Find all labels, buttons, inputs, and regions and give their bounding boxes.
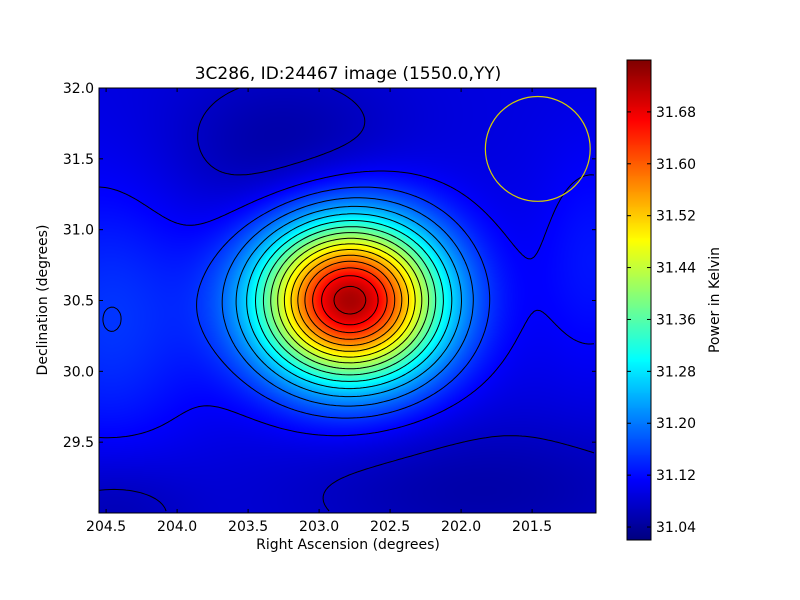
y-tick-label: 29.5 <box>63 435 94 451</box>
contour-line <box>283 243 416 358</box>
colorbar-tick-label: 31.68 <box>656 105 696 121</box>
y-axis-label: Declination (degrees) <box>35 225 51 376</box>
colorbar: 31.04 31.12 31.20 31.28 31.36 31.44 31.52 31.60… <box>626 59 723 541</box>
colorbar-tick-label: 31.44 <box>656 261 696 277</box>
y-tick-label: 31.0 <box>63 223 94 239</box>
x-tick-label: 203.5 <box>228 519 268 535</box>
plot-area <box>99 88 596 513</box>
x-tick-label: 202.5 <box>370 519 410 535</box>
colorbar-frame <box>626 59 652 541</box>
colorbar-label: Power in Kelvin <box>707 247 723 353</box>
contour-line <box>255 220 444 382</box>
contour-line <box>102 186 491 419</box>
contour-line <box>270 232 430 370</box>
y-tick-label: 30.5 <box>63 294 94 310</box>
y-axis-ticks: 29.5 30.0 30.5 31.0 31.5 32.0 <box>63 81 596 451</box>
contour-line <box>321 275 379 326</box>
colorbar-tick-label: 31.04 <box>656 520 696 536</box>
x-tick-label: 204.0 <box>157 519 197 535</box>
contour-line <box>262 226 437 376</box>
contour-line <box>99 170 595 439</box>
contour-line <box>304 260 396 340</box>
contour-line <box>99 88 595 512</box>
y-tick-label: 32.0 <box>63 81 94 97</box>
colorbar-tick-label: 31.28 <box>656 364 696 380</box>
colorbar-ticks: 31.04 31.12 31.20 31.28 31.36 31.44 31.52 31.60… <box>627 105 696 536</box>
contour-lines <box>99 88 595 512</box>
beam-circle <box>484 95 591 202</box>
x-tick-label: 202.0 <box>441 519 481 535</box>
chart-title: 3C286, ID:24467 image (1550.0,YY) <box>195 64 502 84</box>
colorbar-tick-label: 31.12 <box>656 468 696 484</box>
contour-line <box>221 197 474 407</box>
y-tick-label: 31.5 <box>63 152 94 168</box>
contour-line <box>333 285 367 315</box>
x-tick-label: 203.0 <box>299 519 339 535</box>
contour-line <box>246 213 453 390</box>
contour-line <box>312 267 388 334</box>
contour-line <box>277 237 423 364</box>
heatmap-image <box>99 88 596 513</box>
colorbar-tick-label: 31.36 <box>656 312 696 328</box>
x-tick-label: 201.5 <box>512 519 552 535</box>
colorbar-gradient <box>627 60 651 540</box>
colorbar-tick-label: 31.60 <box>656 157 696 173</box>
contour-line <box>235 205 462 398</box>
contour-line <box>297 254 403 346</box>
contour-line <box>290 249 409 352</box>
x-tick-label: 204.5 <box>86 519 126 535</box>
y-tick-label: 30.0 <box>63 364 94 380</box>
colorbar-tick-label: 31.20 <box>656 416 696 432</box>
x-axis-label: Right Ascension (degrees) <box>256 537 440 553</box>
x-axis-ticks: 204.5 204.0 203.5 203.0 202.5 202.0 201.5 <box>86 88 552 535</box>
colorbar-tick-label: 31.52 <box>656 209 696 225</box>
